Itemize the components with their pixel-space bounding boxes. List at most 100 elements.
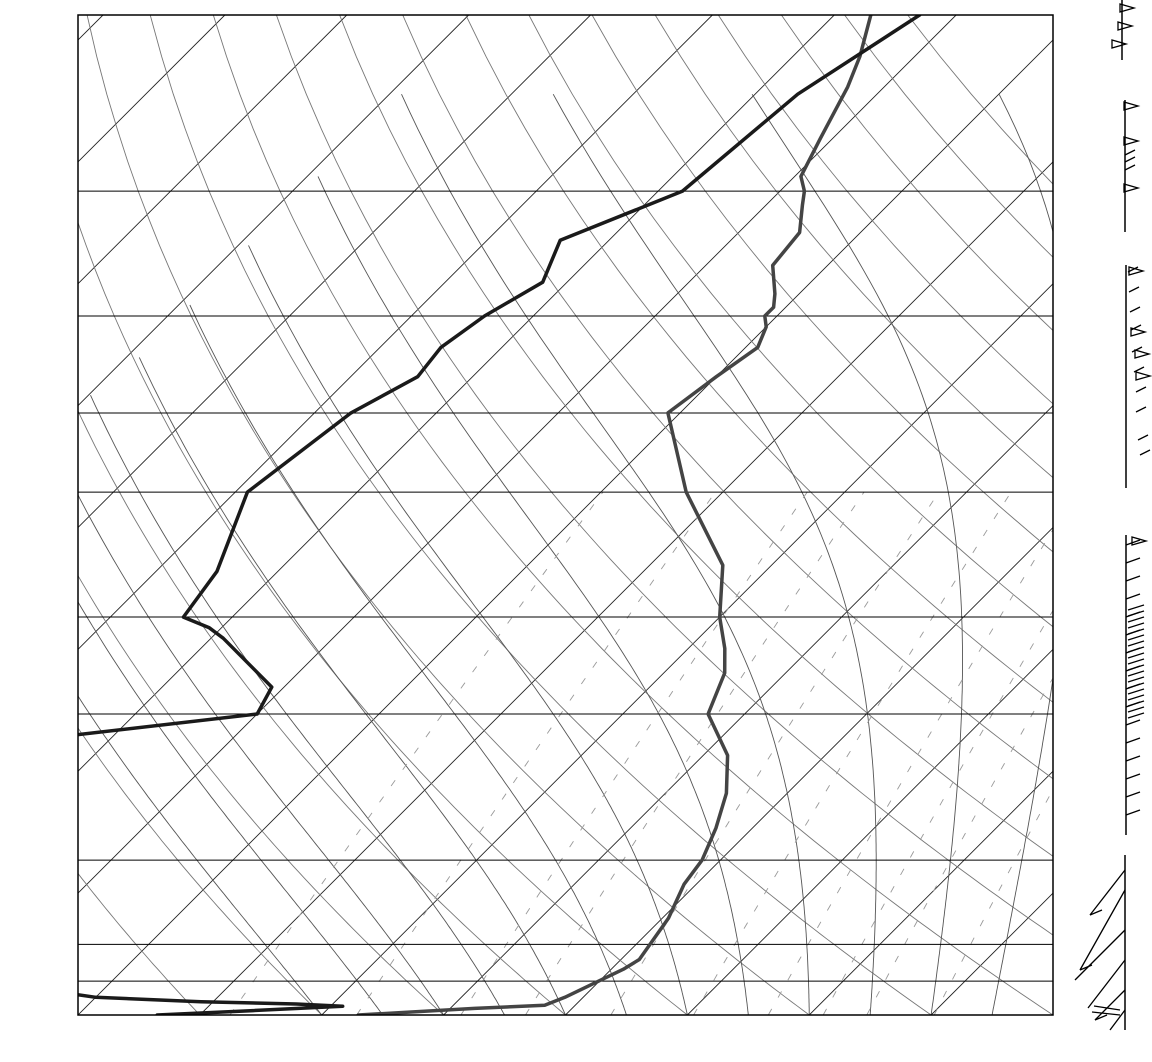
moist-adiabat-line — [78, 695, 323, 1015]
moist-adiabat-line — [552, 93, 877, 1015]
wind-barb-staff — [1109, 1009, 1126, 1031]
isotherm-line — [78, 15, 713, 651]
wind-barb-pennant — [1123, 101, 1141, 111]
wind-barb-feather — [1125, 755, 1141, 762]
temperature-profile-line — [356, 15, 873, 1015]
wind-barb-feather — [1127, 622, 1145, 629]
wind-barb-feather — [1127, 616, 1145, 623]
wind-barb-feather — [1125, 593, 1141, 600]
dry-adiabat-line — [465, 15, 1053, 703]
moist-adiabat-line — [189, 304, 627, 1015]
dry-adiabat-line — [907, 15, 1053, 185]
wind-barb-feather — [1130, 324, 1142, 331]
wind-barb-feather — [1127, 634, 1145, 641]
wind-barb-feather — [1093, 1005, 1121, 1011]
dry-adiabat-line — [78, 574, 444, 1015]
wind-barb-feather — [1133, 366, 1145, 373]
wind-barb-feather — [1127, 604, 1145, 611]
wind-barb-feather — [1127, 652, 1145, 659]
moist-adiabat-grid — [78, 93, 1053, 1015]
wind-barb-feather — [1125, 737, 1141, 744]
isotherm-line — [78, 15, 104, 41]
wind-barb-feather — [1125, 539, 1141, 546]
isotherm-line — [78, 15, 469, 407]
wind-barb-feather — [1127, 610, 1145, 617]
wind-barb-feather — [1127, 706, 1145, 713]
dry-adiabat-line — [591, 15, 1053, 553]
wind-barb-pennant — [1131, 536, 1149, 546]
wind-barb-feather — [1127, 266, 1139, 273]
mixing-ratio-line — [866, 677, 1053, 1015]
wind-barb-feather — [1125, 791, 1141, 798]
wind-barb-staff — [1079, 889, 1126, 971]
sounding-series — [78, 15, 922, 1015]
dry-adiabat-line — [86, 15, 810, 1015]
wind-barb-pennant — [1135, 371, 1152, 381]
moist-adiabat-line — [317, 176, 749, 1015]
moist-adiabat-line — [78, 601, 384, 1015]
wind-barb-feather — [1128, 286, 1140, 293]
wind-barb-feather — [1094, 1014, 1108, 1021]
wind-barb-feather — [1129, 306, 1141, 313]
mixing-ratio-line — [933, 788, 1053, 1015]
plot-frame — [77, 14, 1054, 1016]
isotherm-line — [78, 15, 591, 529]
dewpoint-profile-line — [78, 15, 922, 1015]
wind-barb-pennant — [1128, 266, 1146, 276]
mixing-ratio-line — [610, 491, 940, 1015]
isotherm-line — [321, 283, 1053, 1015]
wind-barb-pennant — [1111, 39, 1129, 49]
moist-adiabat-line — [248, 245, 688, 1015]
wind-barb-pennant — [1117, 21, 1135, 31]
isotherm-line — [443, 404, 1053, 1015]
moist-adiabat-line — [138, 357, 566, 1015]
isotherm-grid — [78, 15, 1053, 1015]
wind-barb-feather — [1135, 406, 1147, 413]
dry-adiabat-line — [212, 15, 1053, 1015]
moist-adiabat-line — [401, 94, 810, 1015]
wind-barb-feather — [1127, 646, 1145, 653]
moist-adiabat-line — [751, 93, 963, 1015]
dry-adiabat-line — [717, 15, 1053, 405]
wind-barb-feather — [1124, 156, 1136, 163]
dry-adiabat-line — [78, 409, 566, 1015]
wind-barb-feather — [1127, 712, 1145, 719]
plot-area — [78, 15, 1053, 1015]
wind-barb-feather — [1127, 628, 1145, 635]
dry-adiabat-line — [402, 15, 1053, 780]
wind-barb-feather — [1127, 640, 1145, 647]
wind-barb-pennant — [1123, 136, 1141, 146]
moist-adiabat-line — [90, 395, 505, 1015]
wind-barb-pennant — [1123, 183, 1141, 193]
isotherm-line — [199, 161, 1053, 1015]
moist-adiabat-line — [1052, 1012, 1053, 1015]
mixing-ratio-line — [525, 491, 865, 1015]
wind-barb-staff — [1087, 959, 1126, 1009]
wind-barb-feather — [1137, 434, 1149, 441]
wind-barb-feather — [1079, 964, 1093, 971]
isotherm-line — [808, 770, 1053, 1015]
wind-barb-feather — [1127, 682, 1145, 689]
wind-barb-feather — [1139, 449, 1151, 456]
wind-barb-feather — [1125, 773, 1141, 780]
wind-barb-feather — [1124, 164, 1136, 171]
wind-barb-feather — [1127, 658, 1145, 665]
wind-barb-feather — [1127, 676, 1145, 683]
wind-barb-feather — [1127, 664, 1145, 671]
wind-barb-pennant — [1119, 3, 1137, 13]
mixing-ratio-line — [229, 491, 604, 1015]
isotherm-line — [78, 15, 835, 772]
dry-adiabat-line — [78, 872, 201, 1015]
dry-adiabat-grid — [78, 15, 1053, 1015]
dry-adiabat-line — [528, 15, 1053, 628]
mixing-ratio-line — [822, 609, 1053, 1015]
wind-barb-pennant — [1130, 327, 1148, 337]
isotherm-line — [1052, 1014, 1053, 1015]
isotherm-line — [78, 15, 226, 163]
mixing-ratio-line — [693, 491, 1012, 1015]
wind-barb-feather — [1125, 575, 1141, 582]
isotherm-line — [565, 526, 1053, 1015]
dry-adiabat-line — [149, 15, 932, 1015]
wind-barb-feather — [1127, 670, 1145, 677]
isotherm-line — [930, 892, 1053, 1015]
